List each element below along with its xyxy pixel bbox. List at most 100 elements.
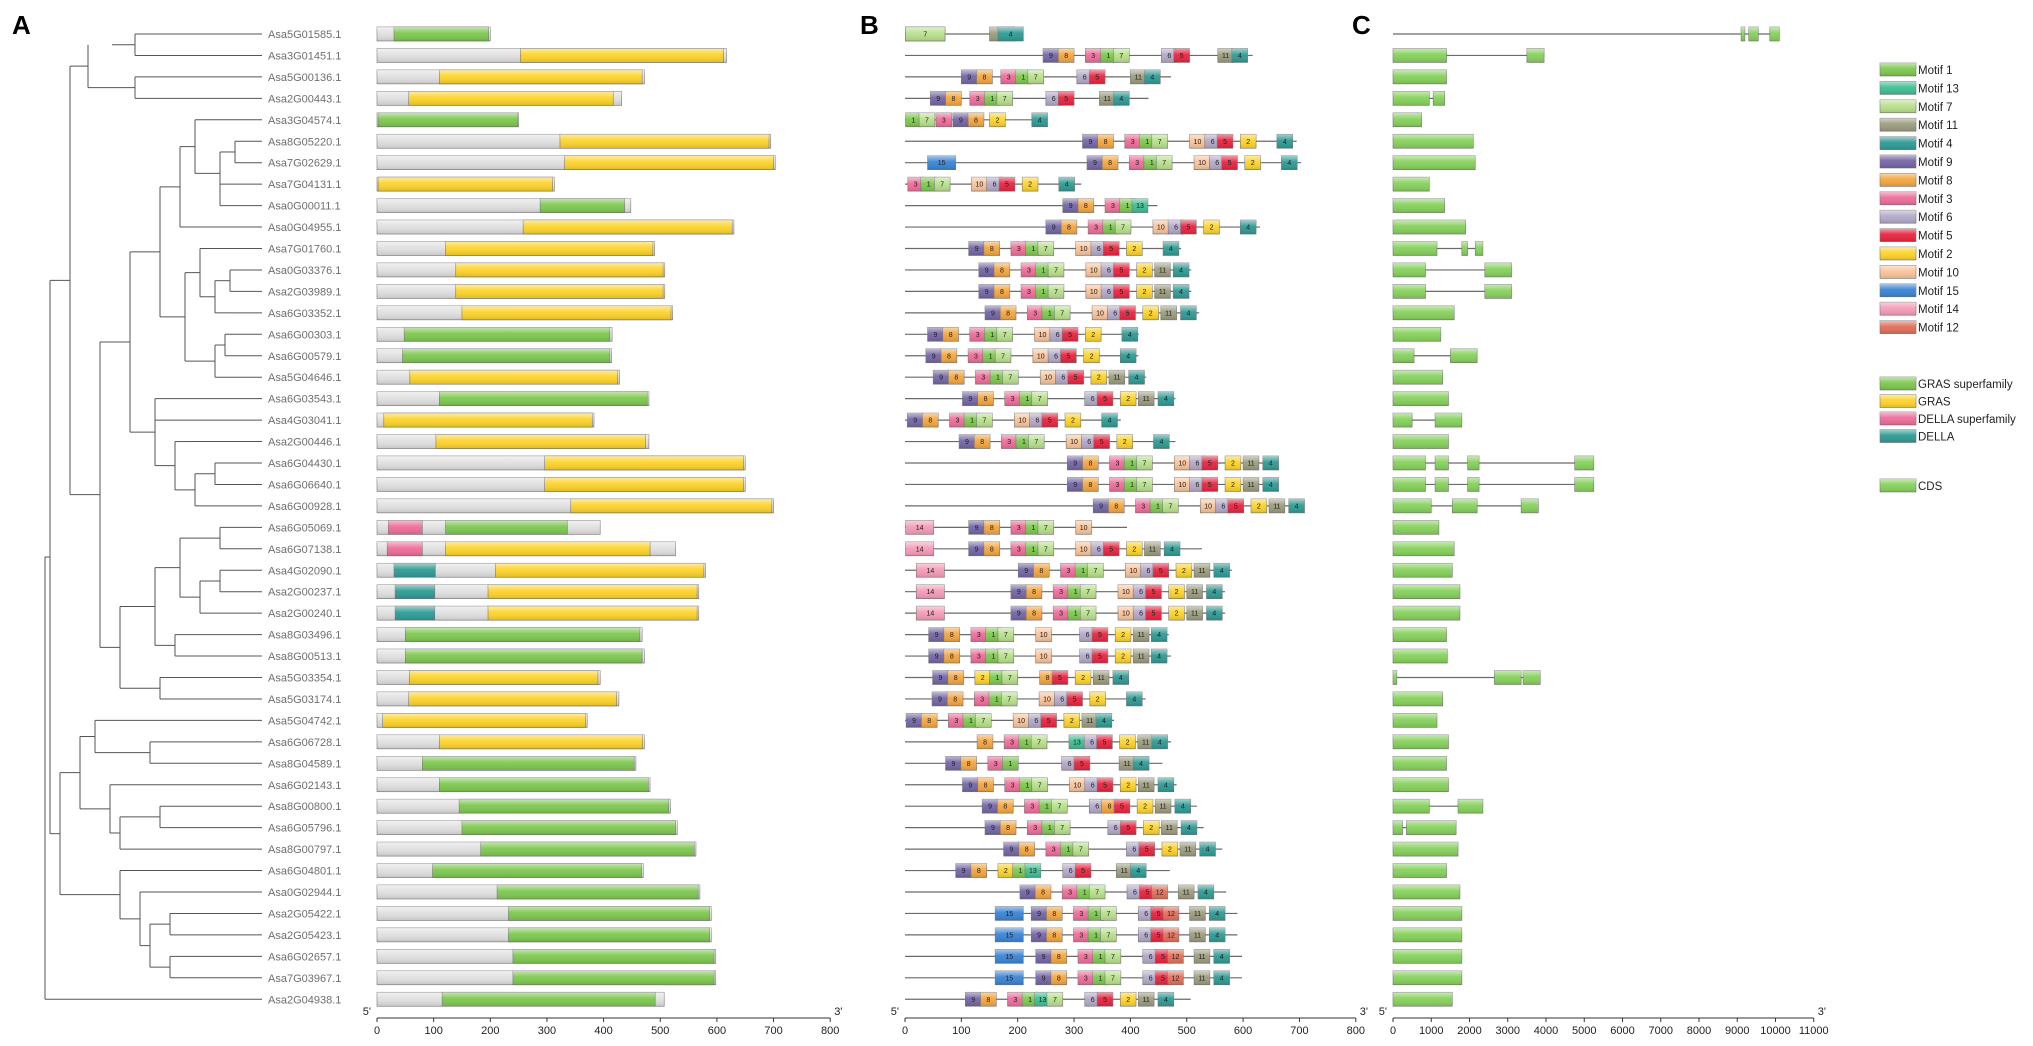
- motif-number: 9: [971, 997, 975, 1004]
- motif-box-shading: [1060, 563, 1077, 578]
- motif-number: 11: [1159, 804, 1166, 811]
- motif-box-shading: [922, 413, 939, 428]
- motif-box-shading: [984, 327, 1001, 342]
- motif-number: 1: [1025, 782, 1029, 789]
- motif-number: 15: [1005, 954, 1013, 961]
- motif-number: 6: [1034, 718, 1038, 725]
- legend-swatch-shading: [1880, 210, 1916, 224]
- motif-number: 11: [1113, 375, 1120, 382]
- motif-box-shading: [1150, 498, 1166, 513]
- motif-box-shading: [1040, 713, 1057, 728]
- motif-box-shading: [1173, 262, 1190, 277]
- motif-number: 1: [1032, 525, 1036, 532]
- motif-box-shading: [1039, 799, 1055, 814]
- motif-box-shading: [1217, 48, 1234, 63]
- cds-exon-shading: [1393, 456, 1426, 470]
- motif-number: 2: [1182, 568, 1186, 575]
- domain-box-shading: [439, 777, 649, 792]
- domain-box-shading: [508, 927, 710, 942]
- motif-box-shading: [1288, 498, 1305, 513]
- domain-box-shading: [409, 670, 598, 685]
- motif-number: 7: [1106, 911, 1110, 918]
- motif-box-shading: [1142, 305, 1159, 320]
- motif-box-shading: [1138, 906, 1155, 921]
- cds-exon-shading: [1450, 348, 1478, 363]
- motif-number: 4: [1220, 568, 1224, 575]
- motif-box-shading: [932, 670, 949, 685]
- motif-number: 1: [1028, 997, 1032, 1004]
- motif-box-shading: [1120, 348, 1137, 363]
- motif-box-shading: [1107, 305, 1124, 320]
- motif-box-shading: [1085, 284, 1102, 299]
- motif-number: 6: [1174, 225, 1178, 232]
- motif-number: 4: [1159, 439, 1163, 446]
- motif-number: 3: [955, 418, 959, 425]
- motif-box-shading: [1085, 48, 1102, 63]
- motif-box-shading: [943, 627, 960, 642]
- motif-number: 3: [1079, 932, 1083, 939]
- motif-box-shading: [1213, 970, 1230, 985]
- motif-box-shading: [1074, 756, 1090, 771]
- motif-box-shading: [1100, 48, 1117, 63]
- motif-box-shading: [1142, 949, 1159, 964]
- axis-tick-label: 700: [764, 1025, 782, 1037]
- domain-box-shading: [544, 477, 744, 492]
- motif-number: 11: [1184, 847, 1191, 854]
- motif-box-shading: [1143, 820, 1160, 835]
- motif-number: 10: [1122, 589, 1130, 596]
- motif-number: 8: [947, 353, 951, 360]
- motif-number: 9: [1052, 225, 1056, 232]
- domain-box-shading: [383, 413, 593, 428]
- panel-label-b: B: [860, 10, 879, 40]
- motif-number: 11: [1247, 482, 1254, 489]
- motif-box-shading: [1037, 520, 1054, 535]
- legend-label: CDS: [1918, 481, 1943, 493]
- motif-number: 6: [1035, 418, 1039, 425]
- motif-number: 9: [988, 804, 992, 811]
- domain-box-shading: [564, 155, 774, 170]
- motif-box-shading: [1035, 627, 1052, 642]
- motif-number: 3: [1079, 911, 1083, 918]
- motif-box-shading: [1035, 284, 1052, 299]
- motif-number: 2: [1143, 289, 1147, 296]
- motif-number: 4: [1150, 74, 1154, 81]
- motif-number: 6: [1086, 632, 1090, 639]
- cds-exon-shading: [1458, 799, 1483, 814]
- motif-number: 5: [1145, 847, 1149, 854]
- motif-number: 8: [977, 868, 981, 875]
- cds-exon-shading: [1393, 541, 1455, 556]
- gene-label: Asa6G06728.1: [268, 737, 341, 749]
- motif-number: 2: [1123, 439, 1127, 446]
- motif-number: 7: [981, 718, 985, 725]
- motif-box-shading: [1143, 155, 1160, 170]
- motif-box-shading: [977, 734, 993, 749]
- motif-number: 2: [1081, 675, 1085, 682]
- motif-box-shading: [1113, 262, 1130, 277]
- motif-box-shading: [1126, 691, 1143, 706]
- cds-exon-shading: [1484, 284, 1512, 299]
- legend-swatch-shading: [1880, 302, 1916, 316]
- domain-box-shading: [508, 906, 710, 921]
- motif-number: 9: [1073, 461, 1077, 468]
- cds-exon-shading: [1393, 477, 1426, 492]
- motif-number: 8: [949, 332, 953, 339]
- motif-box-shading: [1010, 541, 1027, 556]
- motif-number: 5: [1161, 954, 1165, 961]
- motif-number: 8: [1046, 675, 1050, 682]
- motif-box-shading: [949, 413, 966, 428]
- motif-number: 3: [977, 632, 981, 639]
- motif-number: 11: [1222, 53, 1229, 60]
- motif-number: 8: [980, 439, 984, 446]
- motif-number: 3: [1011, 782, 1015, 789]
- motif-number: 6: [1132, 847, 1136, 854]
- gene-label: Asa8G00797.1: [268, 844, 341, 856]
- axis-end-label: 3': [834, 1006, 842, 1018]
- cds-exon-shading: [1393, 820, 1403, 835]
- motif-box-shading: [1269, 498, 1285, 513]
- motif-box-shading: [1060, 348, 1077, 363]
- motif-number: 8: [1039, 568, 1043, 575]
- axis-tick-label: 3000: [1496, 1025, 1520, 1037]
- motif-box-shading: [907, 413, 924, 428]
- motif-box-shading: [1244, 155, 1261, 170]
- gene-label: Asa2G00240.1: [268, 608, 341, 620]
